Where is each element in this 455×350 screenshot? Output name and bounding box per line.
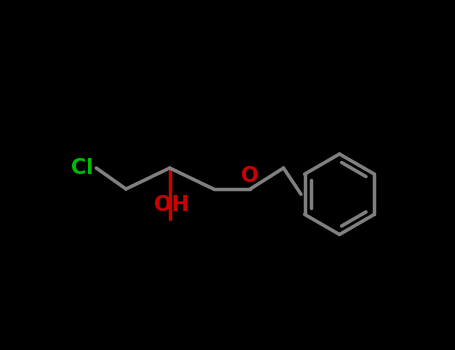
Text: Cl: Cl: [71, 158, 93, 178]
Text: O: O: [242, 166, 259, 186]
Text: OH: OH: [154, 195, 189, 215]
